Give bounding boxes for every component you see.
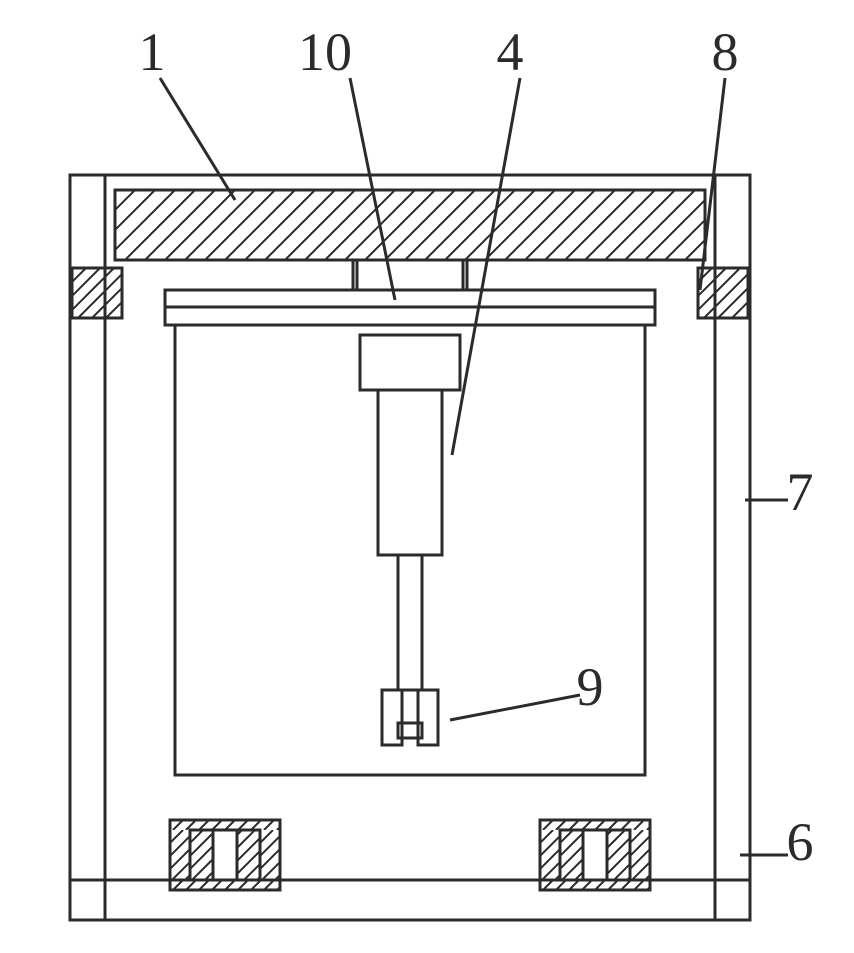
engineering-diagram: 1 10 4 8 7 9 6: [0, 0, 854, 953]
label-n1: 1: [139, 22, 166, 82]
label-n7: 7: [787, 462, 814, 522]
leader-l8: [700, 78, 725, 290]
label-n8: 8: [712, 22, 739, 82]
leader-l1: [160, 78, 235, 200]
leader-l9: [450, 695, 580, 720]
label-n10: 10: [298, 22, 352, 82]
label-n9: 9: [577, 657, 604, 717]
label-n4: 4: [497, 22, 524, 82]
label-n6: 6: [787, 812, 814, 872]
